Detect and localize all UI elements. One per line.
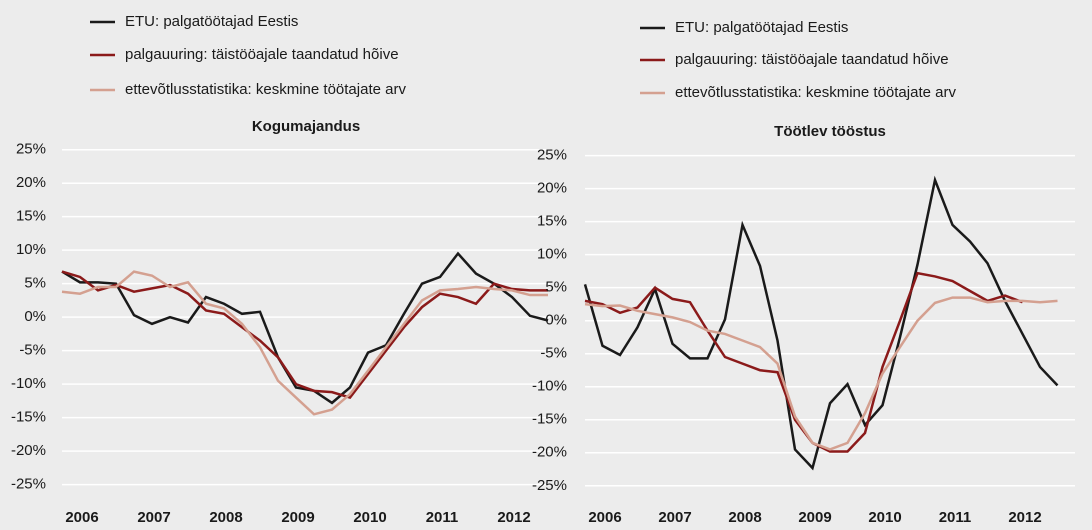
x-tick-label: 2011 bbox=[939, 509, 972, 526]
x-tick-label: 2006 bbox=[65, 509, 98, 526]
x-tick-label: 2010 bbox=[868, 509, 901, 526]
chart-title: Kogumajandus bbox=[252, 118, 360, 135]
y-tick-label: 25% bbox=[16, 141, 46, 158]
y-tick-label: -20% bbox=[532, 444, 567, 461]
y-tick-label: 20% bbox=[16, 174, 46, 191]
y-tick-label: -15% bbox=[11, 409, 46, 426]
y-tick-label: 20% bbox=[537, 180, 567, 197]
legend-label: ETU: palgatöötajad Eestis bbox=[125, 13, 298, 30]
legend-label: ettevõtlusstatistika: keskmine töötajate… bbox=[125, 81, 406, 98]
y-tick-label: -10% bbox=[532, 378, 567, 395]
legend-label: ettevõtlusstatistika: keskmine töötajate… bbox=[675, 84, 956, 101]
y-tick-label: 5% bbox=[24, 275, 46, 292]
y-tick-label: 15% bbox=[537, 213, 567, 230]
chart-title: Töötlev tööstus bbox=[774, 123, 886, 140]
y-tick-label: -20% bbox=[11, 442, 46, 459]
y-tick-label: -15% bbox=[532, 411, 567, 428]
y-tick-label: 0% bbox=[545, 312, 567, 329]
y-tick-label: -5% bbox=[540, 345, 567, 362]
series-line bbox=[61, 270, 548, 399]
x-tick-label: 2007 bbox=[658, 509, 691, 526]
x-tick-label: 2011 bbox=[426, 509, 459, 526]
y-tick-label: -5% bbox=[19, 342, 46, 359]
legend-label: palgauuring: täistööajale taandatud hõiv… bbox=[675, 51, 949, 68]
y-tick-label: -10% bbox=[11, 375, 46, 392]
y-tick-label: 5% bbox=[545, 279, 567, 296]
x-tick-label: 2009 bbox=[798, 509, 831, 526]
x-tick-label: 2006 bbox=[588, 509, 621, 526]
y-tick-label: 0% bbox=[24, 308, 46, 325]
series-line bbox=[584, 296, 1058, 451]
y-tick-label: -25% bbox=[11, 476, 46, 493]
y-tick-label: 10% bbox=[537, 246, 567, 263]
x-tick-label: 2009 bbox=[281, 509, 314, 526]
series-line bbox=[61, 251, 549, 405]
series-line bbox=[61, 270, 548, 416]
legend-label: palgauuring: täistööajale taandatud hõiv… bbox=[125, 46, 399, 63]
x-tick-label: 2010 bbox=[353, 509, 386, 526]
y-tick-label: 10% bbox=[16, 241, 46, 258]
legend-label: ETU: palgatöötajad Eestis bbox=[675, 19, 848, 36]
x-tick-label: 2008 bbox=[728, 509, 761, 526]
series-line bbox=[583, 175, 1059, 471]
y-tick-label: 25% bbox=[537, 147, 567, 164]
x-tick-label: 2012 bbox=[1008, 509, 1041, 526]
x-tick-label: 2008 bbox=[209, 509, 242, 526]
y-tick-label: 15% bbox=[16, 208, 46, 225]
x-tick-label: 2007 bbox=[137, 509, 170, 526]
y-tick-label: -25% bbox=[532, 477, 567, 494]
x-tick-label: 2012 bbox=[497, 509, 530, 526]
